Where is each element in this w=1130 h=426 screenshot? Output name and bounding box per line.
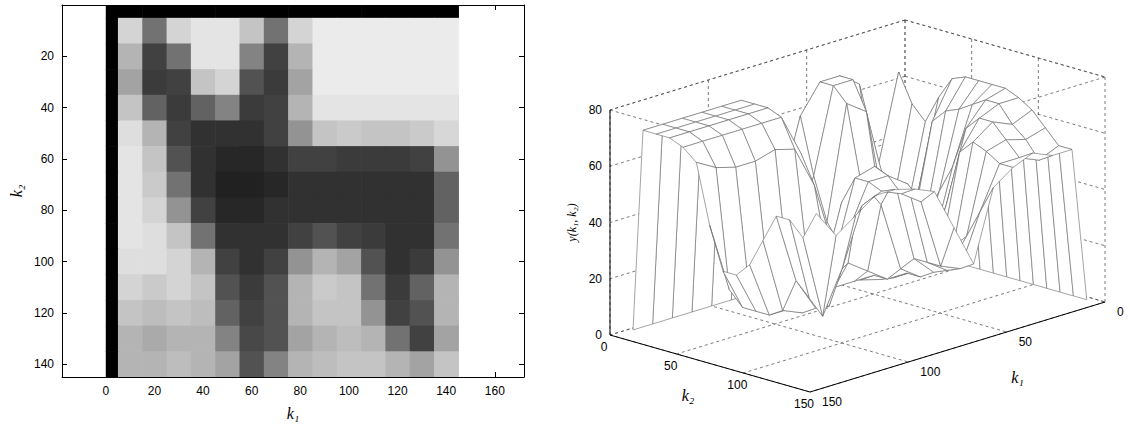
svg-text:50: 50 bbox=[664, 359, 678, 373]
svg-text:120: 120 bbox=[388, 384, 408, 398]
svg-text:120: 120 bbox=[34, 306, 54, 320]
svg-text:40: 40 bbox=[41, 101, 55, 115]
svg-text:40: 40 bbox=[196, 384, 210, 398]
svg-text:140: 140 bbox=[436, 384, 456, 398]
svg-text:k₁: k₁ bbox=[287, 405, 300, 422]
svg-text:150: 150 bbox=[822, 395, 842, 409]
svg-text:160: 160 bbox=[485, 384, 505, 398]
svg-text:100: 100 bbox=[34, 255, 54, 269]
svg-text:60: 60 bbox=[41, 152, 55, 166]
svg-text:0: 0 bbox=[1117, 305, 1124, 319]
svg-text:60: 60 bbox=[589, 159, 603, 173]
svg-text:150: 150 bbox=[794, 397, 814, 411]
svg-text:20: 20 bbox=[41, 49, 55, 63]
svg-text:y(k₁, k₂): y(k₁, k₂) bbox=[565, 203, 579, 242]
svg-text:80: 80 bbox=[589, 103, 603, 117]
svg-text:60: 60 bbox=[245, 384, 259, 398]
svg-text:k₂: k₂ bbox=[8, 184, 25, 197]
svg-text:k₁: k₁ bbox=[1011, 369, 1024, 386]
svg-text:0: 0 bbox=[595, 328, 602, 342]
svg-text:100: 100 bbox=[920, 365, 940, 379]
svg-text:20: 20 bbox=[589, 272, 603, 286]
svg-text:100: 100 bbox=[727, 378, 747, 392]
svg-text:20: 20 bbox=[148, 384, 162, 398]
svg-text:40: 40 bbox=[589, 216, 603, 230]
svg-text:50: 50 bbox=[1019, 335, 1033, 349]
svg-text:0: 0 bbox=[601, 340, 608, 354]
svg-text:140: 140 bbox=[34, 357, 54, 371]
svg-text:100: 100 bbox=[339, 384, 359, 398]
svg-text:80: 80 bbox=[294, 384, 308, 398]
svg-text:80: 80 bbox=[41, 203, 55, 217]
svg-text:0: 0 bbox=[102, 384, 109, 398]
svg-text:k₂: k₂ bbox=[682, 387, 695, 404]
